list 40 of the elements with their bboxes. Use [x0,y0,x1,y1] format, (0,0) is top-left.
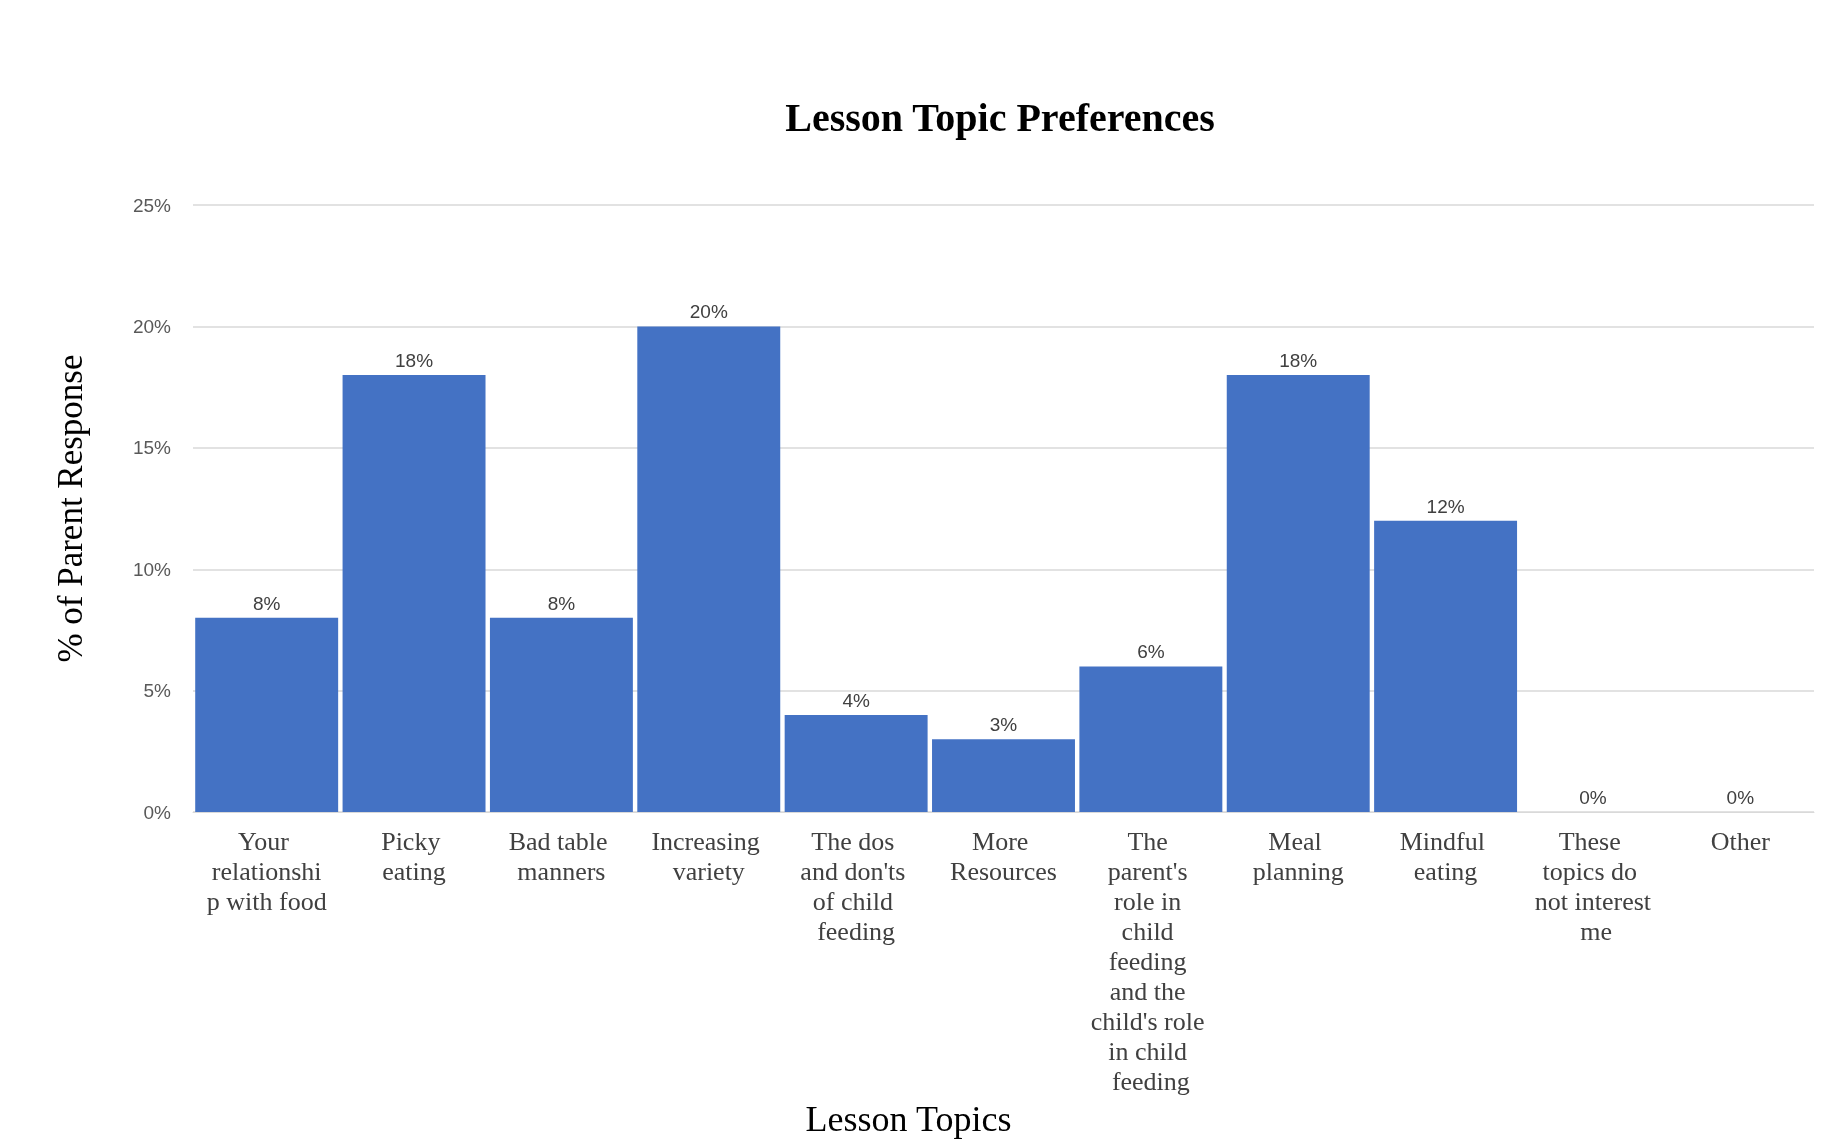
bar [932,739,1075,813]
x-tick-label: Increasing variety [651,826,767,886]
y-axis-title: % of Parent Response [51,354,90,663]
x-tick-label: The dos and don'ts of child feeding [800,826,912,946]
data-label: 8% [252,592,281,614]
bar [1079,666,1223,813]
x-tick-label: Your relationship with food [206,826,327,916]
x-tick-label: These topics do not interest me [1534,826,1652,946]
bar [784,714,928,813]
y-tick-label: 20% [132,315,172,337]
bar [637,326,781,813]
data-label: 12% [1426,495,1465,517]
bar [1226,374,1370,813]
bar [195,617,339,813]
data-label: 6% [1137,641,1165,663]
data-label: 18% [395,349,434,371]
data-label: 3% [989,714,1018,736]
chart-title: Lesson Topic Preferences [785,94,1215,140]
bar [342,374,486,813]
y-tick-label: 0% [143,801,172,823]
x-tick-label: Bad table manners [508,826,615,886]
x-axis-title: Lesson Topics [805,1099,1012,1139]
data-label: 20% [689,301,728,323]
bar [1374,520,1518,813]
bar [489,617,633,813]
x-tick-label: More Resources [950,826,1057,886]
x-tick-label: Other [1710,826,1771,856]
x-tick-label: Picky eating [381,826,447,886]
data-label: 4% [842,689,870,711]
y-tick-label: 25% [132,194,172,216]
data-label: 8% [547,592,576,614]
y-tick-label: 5% [143,680,172,702]
x-tick-label: Meal planning [1252,826,1344,886]
data-label: 18% [1279,349,1318,371]
category-label: The parent's role in child feeding and the child's role in child feeding [1090,826,1205,1096]
data-label: 0% [1726,787,1755,809]
y-tick-label: 10% [132,558,172,580]
data-label: 0% [1579,787,1607,809]
y-tick-label: 15% [132,437,172,459]
x-tick-label: Mindful eating [1399,826,1492,886]
